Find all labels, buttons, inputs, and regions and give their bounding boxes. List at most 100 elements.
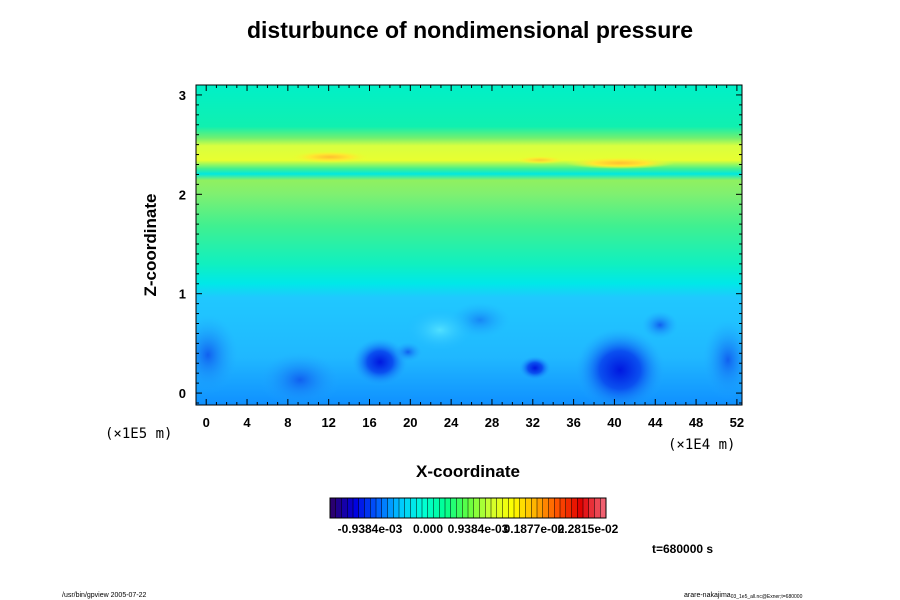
colorbar-swatch [554, 498, 561, 518]
colorbar-label: 0.000 [413, 522, 443, 536]
colorbar-swatch [330, 498, 337, 518]
colorbar-swatch [531, 498, 538, 518]
colorbar-swatch [450, 498, 457, 518]
colorbar-swatch [370, 498, 377, 518]
colorbar-swatch [433, 498, 440, 518]
footer-left: /usr/bin/gpview 2005-07-22 [62, 592, 147, 599]
colorbar-swatch [387, 498, 394, 518]
colorbar-swatch [393, 498, 400, 518]
colorbar-swatch [353, 498, 360, 518]
pressure-high-blob [515, 156, 565, 164]
colorbar-swatch [491, 498, 498, 518]
plot-frame [195, 84, 743, 406]
x-axis: 0 4 8 12 16 20 24 28 32 36 40 44 48 52 [195, 85, 744, 430]
colorbar-swatch [485, 498, 492, 518]
x-tick-label: 44 [648, 415, 663, 430]
footer-right: arare-nakajima03_1e5_all.nc@Exner;t=6800… [684, 592, 803, 600]
pressure-low-blob [642, 311, 678, 339]
pressure-low-blob [394, 342, 422, 362]
heatmap-field [196, 85, 742, 405]
chart-title: disturbunce of nondimensional pressure [247, 17, 693, 43]
x-tick-label: 48 [689, 415, 703, 430]
x-tick-label: 24 [444, 415, 459, 430]
x-tick-label: 36 [566, 415, 580, 430]
colorbar-swatch [548, 498, 555, 518]
colorbar-swatch [341, 498, 348, 518]
y-tick-label: 0 [179, 386, 186, 401]
x-tick-label: 12 [321, 415, 335, 430]
colorbar-swatch [525, 498, 532, 518]
x-tick-label: 20 [403, 415, 417, 430]
colorbar-swatch [560, 498, 567, 518]
colorbar-swatch [514, 498, 521, 518]
x-tick-label: 8 [284, 415, 291, 430]
colorbar-labels: -0.9384e-03 0.000 0.9384e-030.1877e-020.28… [338, 522, 619, 536]
colorbar-swatch [439, 498, 446, 518]
x-tick-label: 16 [362, 415, 376, 430]
colorbar-swatch [537, 498, 544, 518]
y-axis: 0 1 2 3 [179, 84, 742, 404]
x-scale-label: (×1E4 m) [668, 437, 735, 453]
colorbar-swatch [594, 498, 601, 518]
colorbar-swatch [583, 498, 590, 518]
pressure-low-blob [703, 320, 742, 400]
colorbar-swatch [399, 498, 406, 518]
pressure-low-blob [352, 338, 408, 386]
y-tick-label: 2 [179, 187, 186, 202]
colorbar-frame [329, 497, 607, 519]
x-axis-label: X-coordinate [416, 462, 520, 481]
pressure-high-blob [290, 151, 370, 163]
colorbar-swatch [577, 498, 584, 518]
colorbar-swatch [479, 498, 486, 518]
colorbar-swatch [508, 498, 515, 518]
colorbar-swatch [427, 498, 434, 518]
colorbar-swatch [473, 498, 480, 518]
colorbar-swatch [588, 498, 595, 518]
y-axis-label: Z-coordinate [141, 194, 160, 297]
x-tick-label: 4 [243, 415, 251, 430]
colorbar [329, 497, 607, 519]
colorbar-label: 0.9384e-03 [448, 522, 509, 536]
colorbar-label: 0.1877e-02 [504, 522, 565, 536]
colorbar-swatch [502, 498, 509, 518]
time-label: t=680000 s [652, 542, 713, 556]
colorbar-swatch [376, 498, 383, 518]
colorbar-swatch [462, 498, 469, 518]
x-tick-label: 52 [730, 415, 744, 430]
colorbar-swatch [364, 498, 371, 518]
x-tick-label: 32 [526, 415, 540, 430]
colorbar-swatch [347, 498, 354, 518]
colorbar-swatch [456, 498, 463, 518]
colorbar-swatch [600, 498, 607, 518]
pressure-low-blob [575, 328, 665, 405]
x-tick-label: 0 [203, 415, 210, 430]
colorbar-swatch [358, 498, 365, 518]
colorbar-swatch [571, 498, 578, 518]
colorbar-label: 0.2815e-02 [558, 522, 619, 536]
colorbar-swatch [410, 498, 417, 518]
x-tick-label: 28 [485, 415, 499, 430]
colorbar-swatch [422, 498, 429, 518]
pressure-low-blob [196, 315, 238, 395]
colorbar-swatch [496, 498, 503, 518]
colorbar-swatch [542, 498, 549, 518]
footer-right-small: 03_1e5_all.nc@Exner;t=680000 [731, 594, 803, 600]
colorbar-swatch [381, 498, 388, 518]
pressure-blob [405, 308, 475, 352]
colorbar-swatch [519, 498, 526, 518]
colorbar-swatch [335, 498, 342, 518]
footer-right-main: arare-nakajima [684, 592, 731, 599]
y-scale-label: (×1E5 m) [105, 426, 172, 442]
pressure-low-blob [519, 356, 551, 380]
y-tick-label: 3 [179, 88, 186, 103]
colorbar-swatch [416, 498, 423, 518]
pressure-low-blob [260, 352, 340, 405]
y-tick-label: 1 [179, 287, 186, 302]
colorbar-swatch [565, 498, 572, 518]
colorbar-label: -0.9384e-03 [338, 522, 403, 536]
colorbar-swatch [404, 498, 411, 518]
colorbar-swatch [468, 498, 475, 518]
colorbar-swatch [445, 498, 452, 518]
pressure-high-blob [565, 157, 675, 169]
